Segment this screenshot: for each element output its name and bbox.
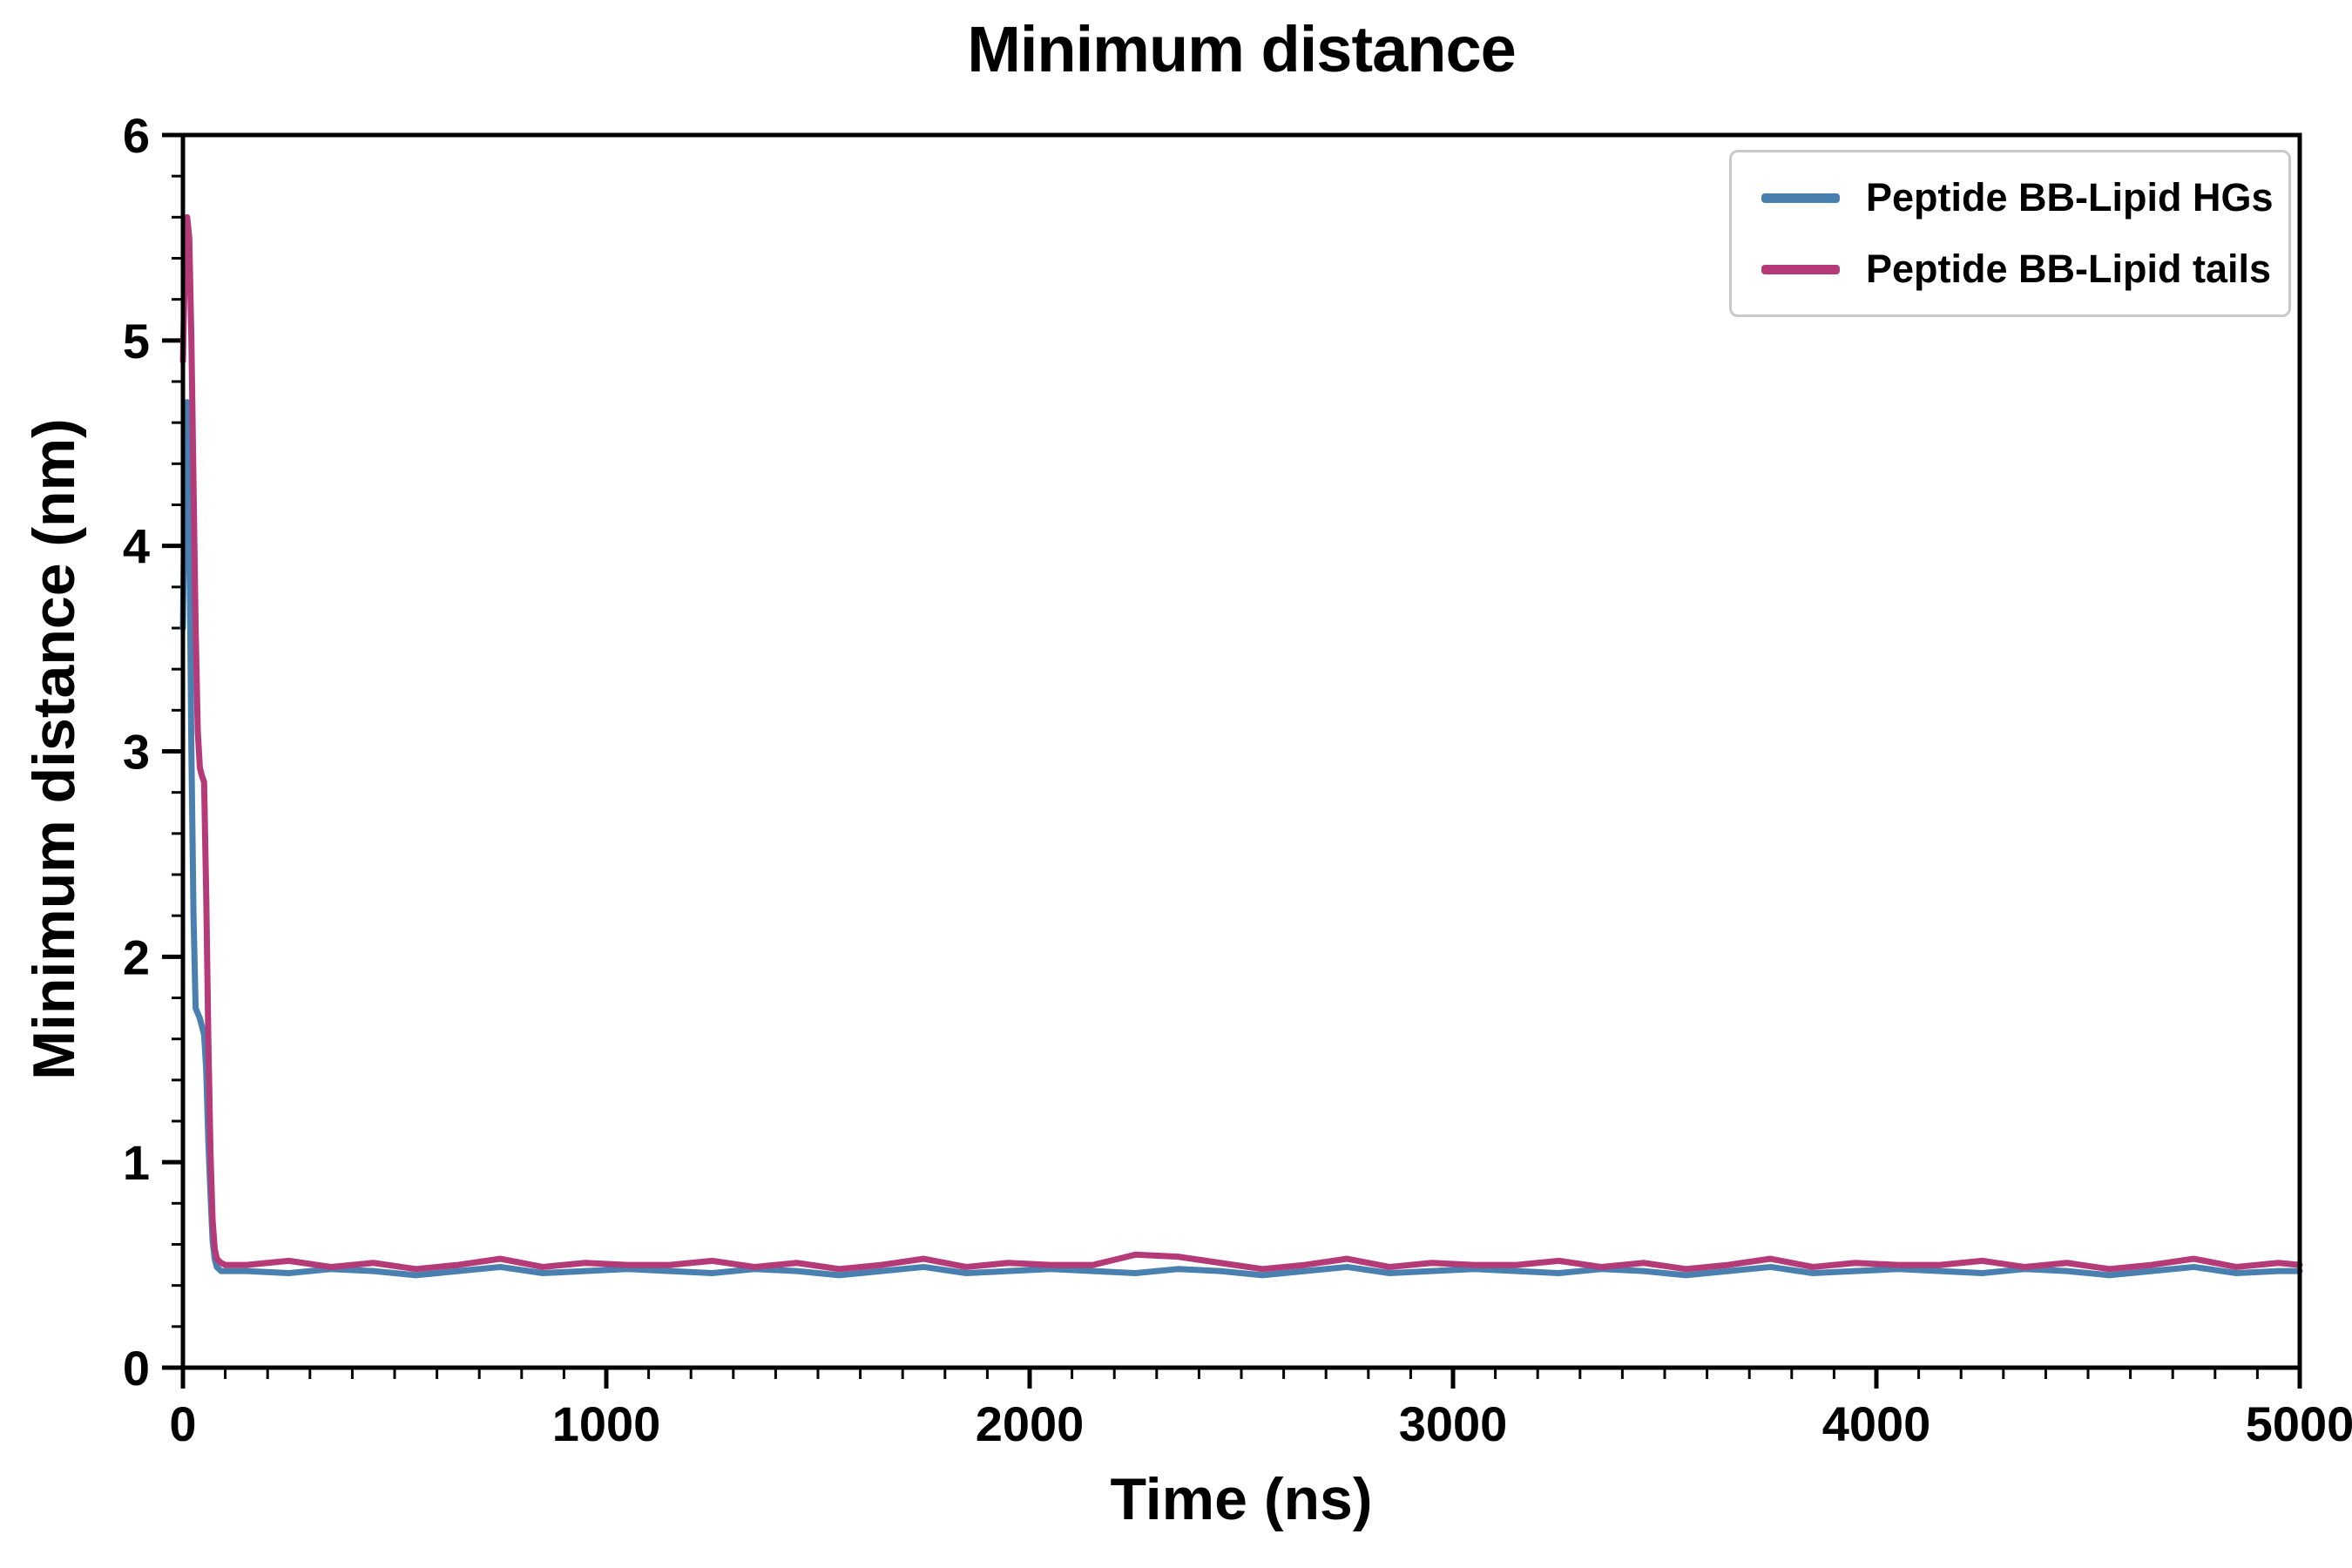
series-line-0	[179, 399, 2303, 1279]
x-tick-label: 1000	[552, 1396, 661, 1451]
legend-line-tails-icon	[1761, 264, 1840, 274]
y-tick-label: 3	[123, 725, 150, 780]
y-tick-label: 0	[123, 1341, 150, 1396]
plot-border	[180, 132, 2302, 1370]
series-line-1	[179, 213, 2303, 1273]
legend-label-tails: Peptide BB-Lipid tails	[1866, 247, 2272, 291]
legend-label-hgs: Peptide BB-Lipid HGs	[1866, 175, 2274, 220]
y-tick-label: 6	[123, 108, 150, 163]
x-tick-label: 0	[169, 1396, 196, 1451]
y-tick-label: 2	[123, 929, 150, 984]
legend-item-tails: Peptide BB-Lipid tails	[1761, 247, 2271, 292]
x-tick-label: 3000	[1399, 1396, 1508, 1451]
y-tick-label: 1	[123, 1135, 150, 1190]
legend-item-hgs: Peptide BB-Lipid HGs	[1761, 175, 2274, 220]
x-tick-label: 5000	[2246, 1396, 2352, 1451]
y-axis-label: Minimum distance (nm)	[21, 418, 87, 1080]
legend: Peptide BB-Lipid HGs Peptide BB-Lipid ta…	[1729, 150, 2291, 317]
x-tick-label: 4000	[1822, 1396, 1931, 1451]
y-tick-label: 5	[123, 314, 150, 368]
chart-title: Minimum distance	[967, 13, 1517, 85]
legend-line-hgs-icon	[1761, 193, 1840, 203]
x-axis-label: Time (ns)	[1110, 1466, 1373, 1532]
x-tick-label: 2000	[976, 1396, 1085, 1451]
y-tick-label: 4	[123, 519, 150, 574]
